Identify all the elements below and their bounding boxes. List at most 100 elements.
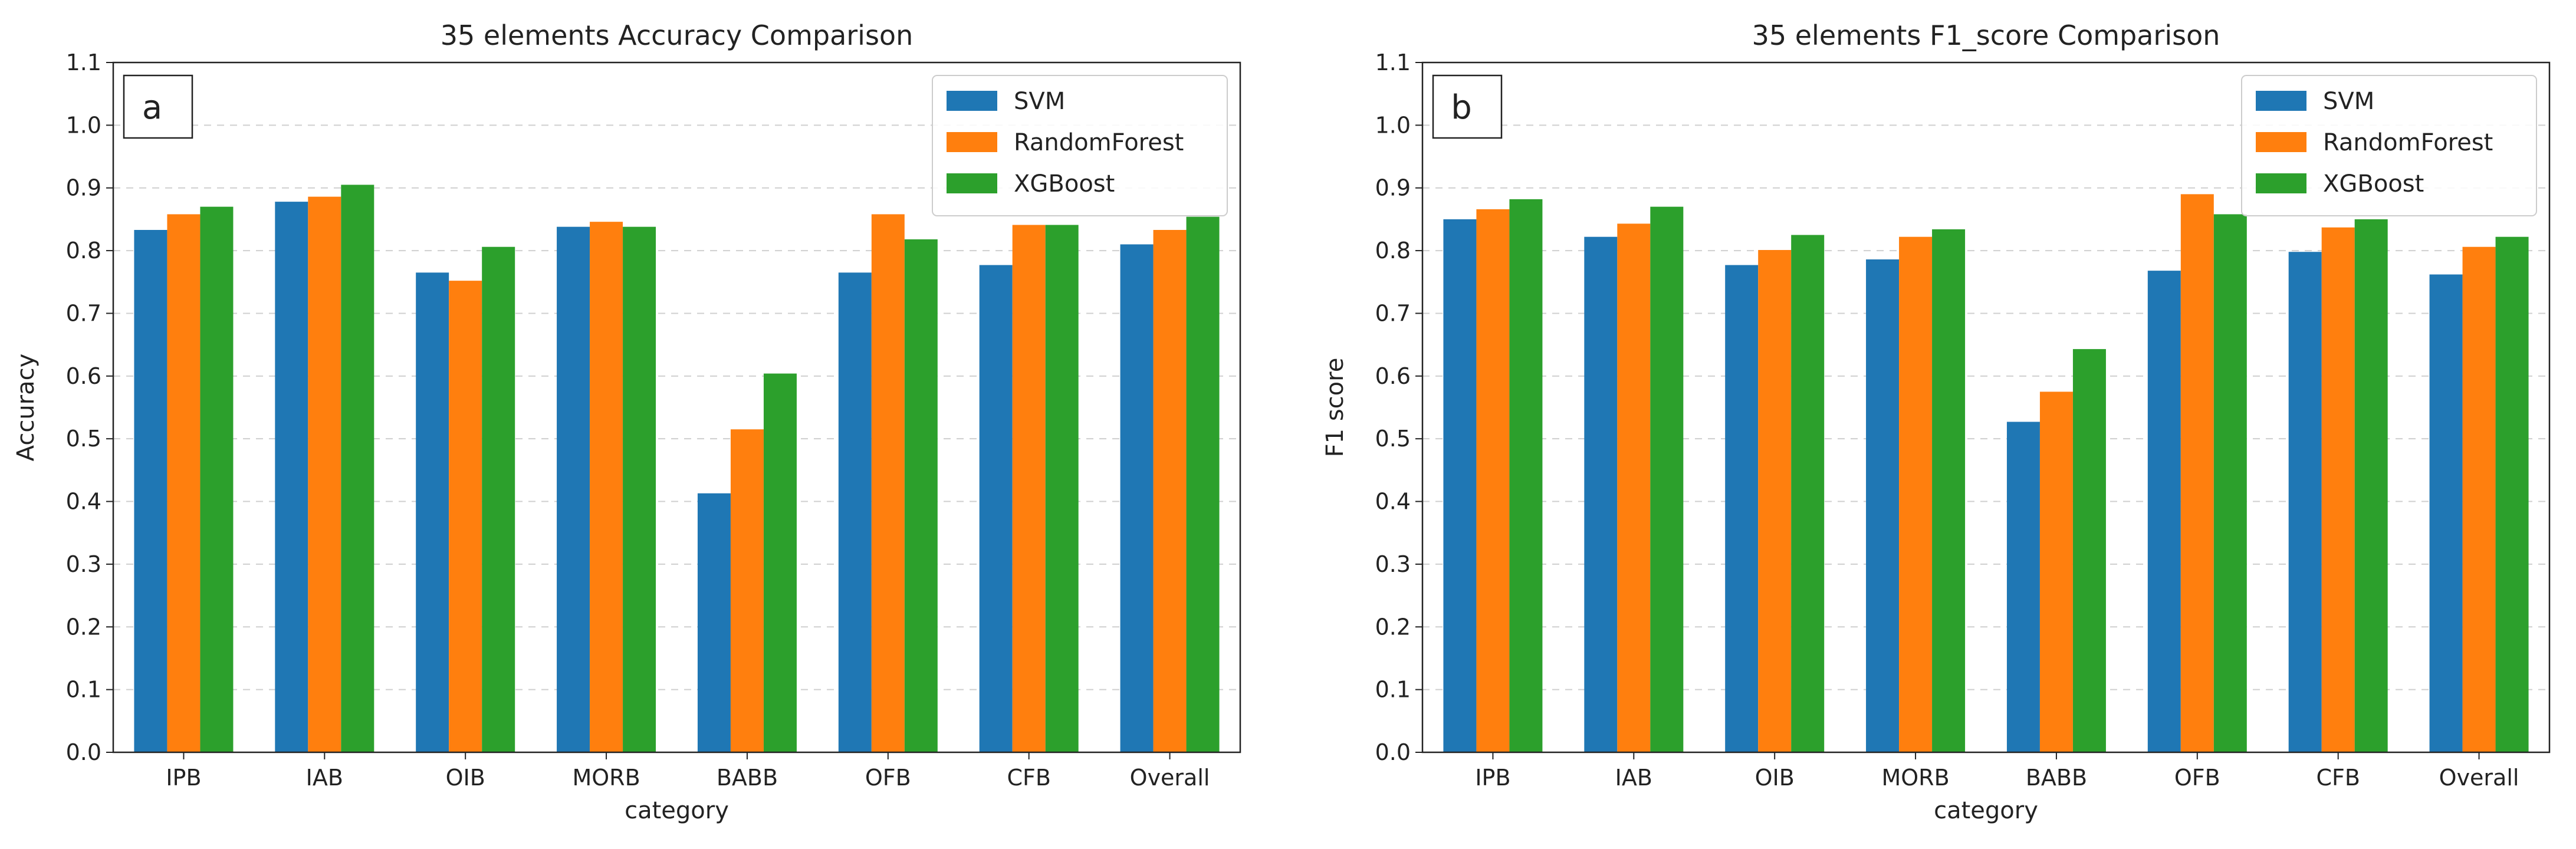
y-tick-label: 0.5 [1375, 426, 1411, 452]
x-tick-label: MORB [1881, 765, 1949, 791]
y-tick-label: 0.8 [66, 238, 101, 264]
bar-xgboost-morb [1932, 229, 1966, 753]
bar-randomforest-ofb [871, 214, 905, 752]
bar-svm-morb [557, 226, 590, 752]
bar-randomforest-cfb [1012, 225, 1046, 752]
legend-swatch-svm [2256, 91, 2306, 111]
bar-xgboost-iab [1650, 206, 1684, 752]
legend-frame [932, 75, 1228, 216]
legend-label-xgboost: XGBoost [2323, 170, 2424, 198]
axes-frame [112, 61, 1241, 753]
bar-svm-babb [2006, 422, 2040, 752]
chart-panel-a: 0.0 0.1 0.2 0.3 0.4 0.5 0.6 0.7 0.8 0.9 1.0 1.1 IPB I… [12, 19, 1241, 824]
y-tick-label: 0.5 [66, 426, 101, 452]
legend-swatch-randomforest [947, 132, 997, 152]
y-axis-label: F1 score [1322, 358, 1349, 458]
bar-xgboost-cfb [2354, 219, 2388, 753]
x-tick-label: IPB [1475, 765, 1510, 791]
bar-randomforest-cfb [2321, 227, 2355, 753]
bar-randomforest-oib [449, 281, 482, 752]
bar-xgboost-ofb [904, 239, 938, 753]
legend-swatch-svm [947, 91, 997, 111]
x-tick-label: OFB [865, 765, 911, 791]
bar-svm-oib [416, 272, 449, 752]
y-tick-label: 0.8 [1375, 238, 1411, 264]
legend-swatch-xgboost [947, 173, 997, 193]
panel-label: a [142, 88, 162, 127]
bar-svm-cfb [979, 265, 1013, 752]
bar-svm-ipb [1443, 219, 1477, 753]
x-tick-label: Overall [1130, 765, 1210, 791]
y-tick-label: 0.1 [66, 677, 101, 703]
y-tick-label: 0.4 [1375, 489, 1411, 515]
bar-svm-ipb [134, 229, 167, 752]
bar-xgboost-babb [2072, 349, 2106, 752]
x-tick-label: MORB [572, 765, 640, 791]
bar-svm-ofb [838, 272, 872, 752]
panel-label-frame [123, 74, 193, 139]
bar-randomforest-oib [1758, 250, 1792, 752]
y-tick-label: 0.2 [66, 614, 101, 640]
bar-svm-oib [1725, 265, 1759, 752]
x-tick-label: OIB [1755, 765, 1795, 791]
bar-svm-ofb [2147, 271, 2181, 752]
bar-randomforest-ipb [167, 214, 201, 752]
chart-title: 35 elements F1_score Comparison [1752, 19, 2220, 51]
legend: SVM RandomForest XGBoost [2241, 75, 2537, 216]
axes-frame [1421, 61, 2551, 753]
bar-xgboost-overall [1186, 216, 1220, 752]
x-axis-label: category [1934, 797, 2038, 824]
legend-label-randomforest: RandomForest [1014, 129, 1184, 156]
y-tick-label: 1.1 [1375, 50, 1411, 75]
panel-label-box: a [123, 74, 193, 139]
legend-label-svm: SVM [1014, 88, 1065, 115]
chart-panel-b: 0.0 0.1 0.2 0.3 0.4 0.5 0.6 0.7 0.8 0.9 1.0 1.1 IPB I… [1322, 19, 2551, 824]
bar-xgboost-oib [482, 246, 515, 752]
y-tick-label: 0.1 [1375, 677, 1411, 703]
bar-svm-iab [1584, 236, 1618, 752]
bar-randomforest-morb [1899, 236, 1933, 752]
bar-xgboost-overall [2495, 236, 2529, 752]
bar-xgboost-iab [341, 185, 374, 753]
x-tick-label: BABB [717, 765, 778, 791]
bar-randomforest-iab [1617, 223, 1651, 752]
legend-swatch-randomforest [2256, 132, 2306, 152]
bar-randomforest-overall [1153, 229, 1187, 752]
chart-title: 35 elements Accuracy Comparison [441, 19, 913, 51]
x-tick-label: CFB [2316, 765, 2360, 791]
bar-xgboost-morb [623, 226, 656, 752]
legend: SVM RandomForest XGBoost [932, 75, 1228, 216]
legend-label-svm: SVM [2323, 88, 2374, 115]
bar-randomforest-babb [2039, 391, 2073, 752]
x-tick-label: OIB [446, 765, 485, 791]
x-tick-label: BABB [2026, 765, 2087, 791]
bar-svm-cfb [2288, 252, 2322, 753]
bar-randomforest-ofb [2180, 194, 2214, 752]
y-tick-label: 1.0 [1375, 112, 1411, 138]
x-tick-label: CFB [1007, 765, 1050, 791]
y-tick-label: 1.0 [66, 112, 101, 138]
bar-xgboost-oib [1791, 235, 1825, 752]
y-tick-label: 0.6 [1375, 363, 1411, 389]
x-tick-label: Overall [2439, 765, 2519, 791]
bar-svm-iab [275, 202, 308, 752]
bar-randomforest-babb [730, 429, 764, 752]
y-tick-label: 0.6 [66, 363, 101, 389]
bar-xgboost-ipb [1509, 199, 1543, 752]
y-tick-label: 0.2 [1375, 614, 1411, 640]
y-tick-label: 0.7 [66, 300, 101, 326]
panel-label: b [1451, 88, 1472, 127]
legend-label-randomforest: RandomForest [2323, 129, 2493, 156]
bar-randomforest-overall [2462, 246, 2496, 752]
y-tick-label: 0.0 [1375, 739, 1411, 765]
y-tick-label: 0.3 [66, 551, 101, 577]
legend-label-xgboost: XGBoost [1014, 170, 1115, 198]
bar-xgboost-ofb [2213, 214, 2247, 752]
bar-svm-overall [1120, 244, 1154, 752]
x-tick-label: IAB [306, 765, 343, 791]
bar-xgboost-ipb [200, 206, 234, 752]
x-tick-label: OFB [2174, 765, 2220, 791]
x-axis-label: category [625, 797, 729, 824]
legend-swatch-xgboost [2256, 173, 2306, 193]
